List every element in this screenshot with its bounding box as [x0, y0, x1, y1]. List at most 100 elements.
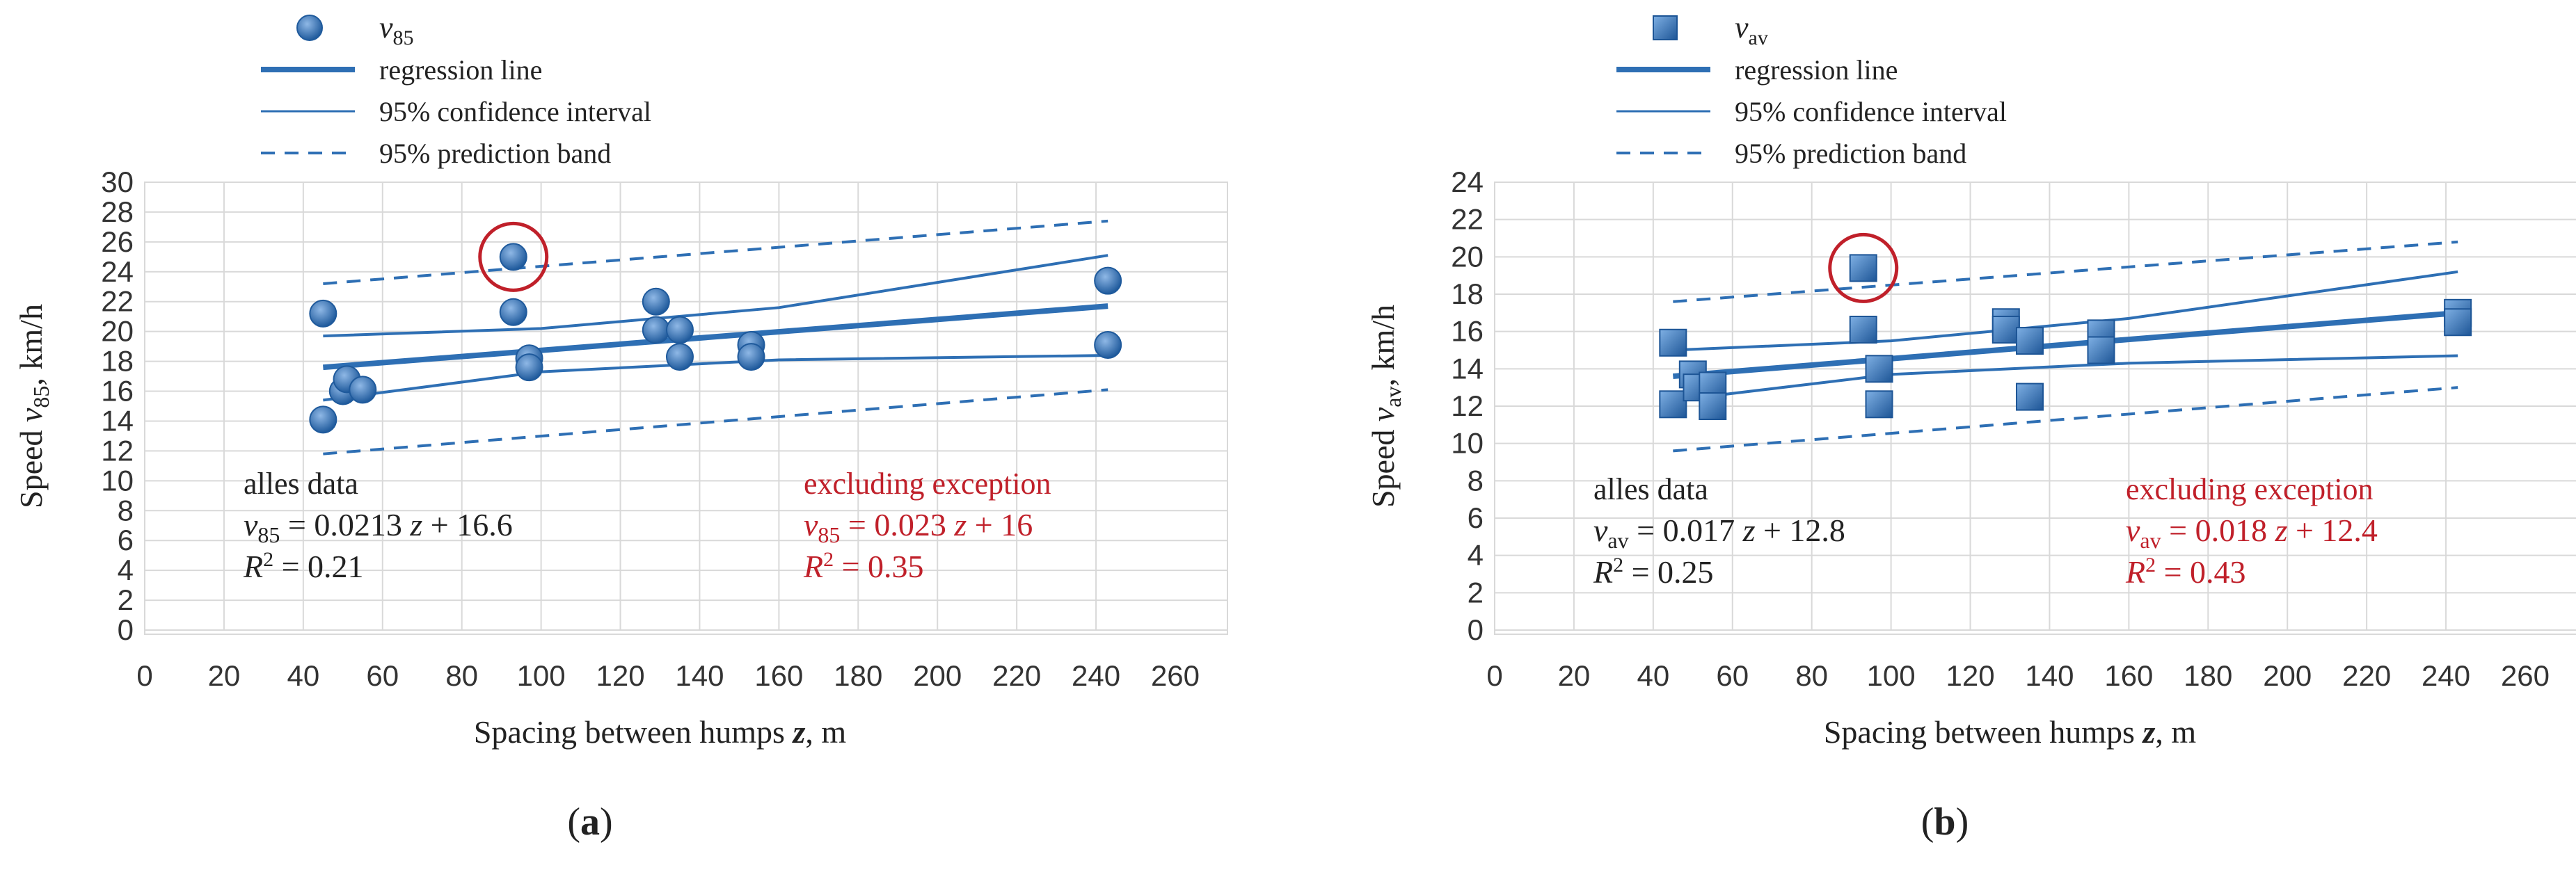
y-tick-label: 20 [101, 315, 134, 348]
prediction-band-upper [323, 219, 1108, 285]
x-tick-label: 200 [913, 659, 962, 692]
y-tick-label: 0 [118, 613, 134, 646]
data-point [515, 353, 543, 382]
data-point [1849, 315, 1877, 344]
x-axis-label: Spacing between humps z, m [474, 714, 847, 750]
x-axis-label: Spacing between humps z, m [1824, 714, 2197, 750]
y-tick-label: 2 [1468, 576, 1484, 609]
x-tick-label: 200 [2263, 659, 2312, 692]
x-tick-label: 140 [675, 659, 724, 692]
x-tick-label: 0 [136, 659, 152, 692]
annotation-title: excluding exception [2126, 472, 2374, 506]
confidence-interval-upper [323, 254, 1108, 338]
y-tick-label: 24 [1451, 166, 1484, 198]
confidence-interval-lower [1673, 354, 2458, 402]
x-tick-label: 180 [2184, 659, 2232, 692]
data-point [642, 316, 670, 344]
legend-label: regression line [1735, 54, 1898, 86]
y-tick-label: 22 [101, 285, 134, 318]
data-point [309, 405, 337, 434]
x-tick-label: 160 [2104, 659, 2153, 692]
legend-label: 95% prediction band [1735, 138, 1966, 169]
annotation-r2: R2 = 0.21 [243, 548, 364, 584]
y-tick-label: 14 [101, 404, 134, 437]
data-point [499, 298, 527, 326]
regression-line [323, 303, 1108, 371]
x-tick-label: 240 [1072, 659, 1120, 692]
plot-frame [144, 182, 1228, 635]
data-point [2015, 327, 2044, 355]
y-tick-label: 8 [118, 494, 134, 526]
x-tick-label: 60 [366, 659, 399, 692]
x-tick-label: 100 [517, 659, 566, 692]
x-tick-label: 240 [2422, 659, 2470, 692]
data-point [1094, 330, 1122, 359]
data-point [349, 376, 377, 404]
y-tick-label: 4 [118, 554, 134, 586]
y-tick-label: 20 [1451, 240, 1484, 273]
y-tick-label: 0 [1468, 613, 1484, 646]
data-point [2444, 308, 2472, 337]
data-point [2015, 382, 2044, 411]
data-point [1659, 328, 1687, 357]
x-tick-label: 260 [1151, 659, 1200, 692]
confidence-interval-upper [1673, 270, 2458, 352]
data-point [1865, 390, 1893, 419]
exception-circle [478, 221, 549, 292]
data-point [1865, 355, 1893, 383]
annotation-equation: v85 = 0.0213 z + 16.6 [244, 507, 513, 547]
y-tick-label: 28 [101, 195, 134, 228]
annotation-equation: vav = 0.017 z + 12.8 [1593, 513, 1845, 553]
y-tick-label: 10 [1451, 427, 1484, 460]
data-point [2087, 336, 2115, 364]
x-tick-label: 100 [1867, 659, 1916, 692]
prediction-band-lower [1673, 386, 2458, 453]
data-point [1699, 392, 1727, 420]
plot-frame [1494, 182, 2576, 635]
x-tick-label: 40 [287, 659, 319, 692]
annotation-title: alles data [1593, 472, 1708, 506]
annotation-r2: R2 = 0.35 [803, 548, 924, 584]
y-tick-label: 18 [101, 345, 134, 378]
data-point [1659, 390, 1687, 419]
x-tick-label: 260 [2501, 659, 2550, 692]
annotation-title: excluding exception [804, 467, 1051, 501]
annotation-title: alles data [244, 467, 358, 501]
x-tick-label: 220 [2342, 659, 2391, 692]
annotation-r2: R2 = 0.25 [1593, 554, 1714, 590]
panel-label: (a) [567, 800, 612, 844]
data-point [665, 316, 694, 344]
exception-circle [1828, 232, 1899, 303]
x-tick-label: 60 [1716, 659, 1749, 692]
x-tick-label: 120 [596, 659, 644, 692]
y-tick-label: 30 [101, 166, 134, 198]
prediction-band-lower [323, 388, 1108, 456]
data-point [1849, 254, 1877, 282]
y-tick-label: 18 [1451, 277, 1484, 310]
y-tick-label: 8 [1468, 464, 1484, 497]
legend-label: vav [1735, 10, 1768, 49]
y-axis-label: Speed vav, km/h [1365, 305, 1406, 508]
x-tick-label: 140 [2025, 659, 2074, 692]
y-tick-label: 16 [101, 375, 134, 408]
data-point [309, 299, 337, 328]
data-point [665, 343, 694, 371]
prediction-band-upper [1673, 240, 2458, 303]
data-point [1094, 266, 1122, 295]
legend-marker-icon [1653, 15, 1678, 40]
y-tick-label: 6 [1468, 501, 1484, 534]
x-tick-label: 220 [992, 659, 1041, 692]
data-point [642, 287, 670, 316]
y-tick-label: 24 [101, 255, 134, 288]
y-axis-label: Speed v85, km/h [13, 304, 54, 508]
x-tick-label: 20 [1558, 659, 1591, 692]
confidence-interval-lower [323, 354, 1108, 402]
x-tick-label: 80 [445, 659, 478, 692]
y-tick-label: 14 [1451, 352, 1484, 385]
annotation-equation: vav = 0.018 z + 12.4 [2126, 513, 2378, 553]
data-point [499, 243, 527, 271]
legend-label: v85 [379, 10, 414, 49]
